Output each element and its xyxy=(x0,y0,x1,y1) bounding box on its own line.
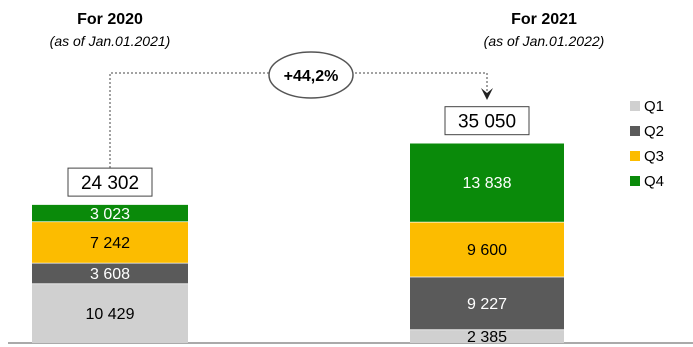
value-label-q2-1: 9 227 xyxy=(467,296,507,313)
bar-segment-q2-0 xyxy=(32,262,188,284)
legend-label-q4: Q4 xyxy=(644,173,664,190)
bar-segment-q4-0 xyxy=(32,204,188,222)
growth-ellipse xyxy=(268,51,354,99)
legend-label-q1: Q1 xyxy=(644,98,664,115)
category-note-2020: (as of Jan.01.2021) xyxy=(50,33,171,49)
growth-arrowhead xyxy=(481,88,493,100)
value-label-q1-1: 2 385 xyxy=(467,329,507,346)
value-label-q1-0: 10 429 xyxy=(86,306,135,323)
value-label-q4-0: 3 023 xyxy=(90,206,130,223)
legend-label-q2: Q2 xyxy=(644,123,664,140)
total-box-0 xyxy=(67,167,153,197)
legend: Q1 Q2 Q3 Q4 xyxy=(630,98,664,190)
bar-segment-q2-1 xyxy=(410,276,564,330)
legend-swatch-q3 xyxy=(630,151,640,161)
value-label-q4-1: 13 838 xyxy=(463,175,512,192)
value-label-q2-0: 3 608 xyxy=(90,266,130,283)
bar-segment-q4-1 xyxy=(410,142,564,222)
legend-swatch-q4 xyxy=(630,176,640,186)
total-box-1 xyxy=(444,106,530,136)
bar-segment-q3-1 xyxy=(410,221,564,277)
bar-segment-q1-0 xyxy=(32,283,188,343)
value-label-q3-0: 7 242 xyxy=(90,235,130,252)
legend-swatch-q2 xyxy=(630,126,640,136)
value-label-q3-1: 9 600 xyxy=(467,242,507,259)
category-title-2020: For 2020 xyxy=(77,11,143,28)
bar-segment-q3-0 xyxy=(32,221,188,263)
bar-segment-q1-1 xyxy=(410,329,564,343)
total-label-0: 24 302 xyxy=(81,173,139,194)
category-title-2021: For 2021 xyxy=(511,11,577,28)
legend-swatch-q1 xyxy=(630,101,640,111)
category-note-2021: (as of Jan.01.2022) xyxy=(484,33,605,49)
growth-label: +44,2% xyxy=(284,68,339,85)
legend-label-q3: Q3 xyxy=(644,148,664,165)
total-label-1: 35 050 xyxy=(458,112,516,133)
bars-group: 10 429 3 608 7 242 3 023 24 302 2 385 9 227 9 6… xyxy=(32,106,564,346)
